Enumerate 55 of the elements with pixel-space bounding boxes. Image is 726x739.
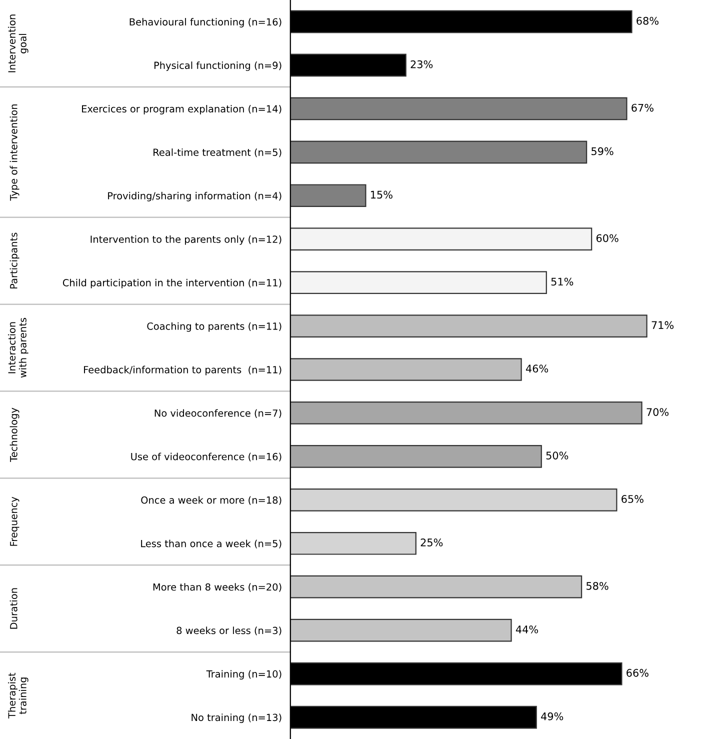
y-tick-label: Behavioural functioning (n=16) <box>130 18 282 28</box>
data-label: 50% <box>546 452 568 460</box>
bar <box>290 358 522 381</box>
data-label: 25% <box>420 538 443 546</box>
data-label: 60% <box>596 234 618 242</box>
text: Participants <box>10 232 20 288</box>
data-label: 67% <box>632 104 654 112</box>
data-label: 66% <box>626 668 648 677</box>
y-tick-label: Providing/sharing information (n=4) <box>108 192 282 202</box>
bar <box>290 488 618 512</box>
bar <box>290 271 547 294</box>
bar <box>290 184 366 208</box>
y-tick-label: Use of videoconference (n=16) <box>131 452 282 462</box>
y-tick-label: Real-time treatment (n=5) <box>154 148 282 158</box>
bar <box>290 140 588 164</box>
data-label: 68% <box>636 16 658 25</box>
bar <box>290 314 648 338</box>
data-label: 46% <box>526 364 548 373</box>
text: Intervention goal <box>8 14 28 72</box>
y-tick-label: Intervention to the parents only (n=12) <box>90 235 282 245</box>
text: Therapist training <box>8 672 28 718</box>
y-tick-label: More than 8 weeks (n=20) <box>153 583 282 592</box>
y-tick-label: Child participation in the intervention (n=11) <box>62 278 282 288</box>
text: Interaction with parents <box>8 318 28 378</box>
text: Duration <box>10 588 18 629</box>
y-tick-label: Training (n=10) <box>206 670 282 680</box>
data-label: 44% <box>516 625 538 634</box>
bar <box>290 532 416 555</box>
bar <box>290 575 582 598</box>
y-tick-label: No training (n=13) <box>192 714 282 723</box>
bar <box>290 445 542 468</box>
data-label: 70% <box>646 408 669 416</box>
text: Technology <box>10 408 20 462</box>
data-label: 23% <box>410 60 433 68</box>
text: Type of intervention <box>10 104 20 201</box>
y-tick-label: Once a week or more (n=18) <box>141 496 282 505</box>
data-label: 71% <box>652 321 674 330</box>
data-label: 51% <box>551 278 574 286</box>
y-tick-label: Feedback/information to parents (n=11) <box>84 366 282 376</box>
bar <box>290 97 628 120</box>
y-tick-label: Physical functioning (n=9) <box>154 62 282 71</box>
data-label: 65% <box>622 495 644 503</box>
y-tick-label: Exercices or program explanation (n=14) <box>82 104 282 114</box>
y-tick-label: Coaching to parents (n=11) <box>147 322 282 332</box>
data-label: 59% <box>592 147 614 156</box>
data-label: 58% <box>586 582 608 590</box>
y-tick-label: 8 weeks or less (n=3) <box>176 626 282 636</box>
bar <box>290 228 592 251</box>
data-label: 15% <box>371 190 392 199</box>
text: Frequency <box>10 496 20 546</box>
bar <box>290 618 512 642</box>
y-tick-label: Less than once a week (n=5) <box>141 540 282 548</box>
data-label: 49% <box>541 712 564 720</box>
y-tick-label: No videoconference (n=7) <box>154 409 282 418</box>
bar <box>290 402 642 424</box>
